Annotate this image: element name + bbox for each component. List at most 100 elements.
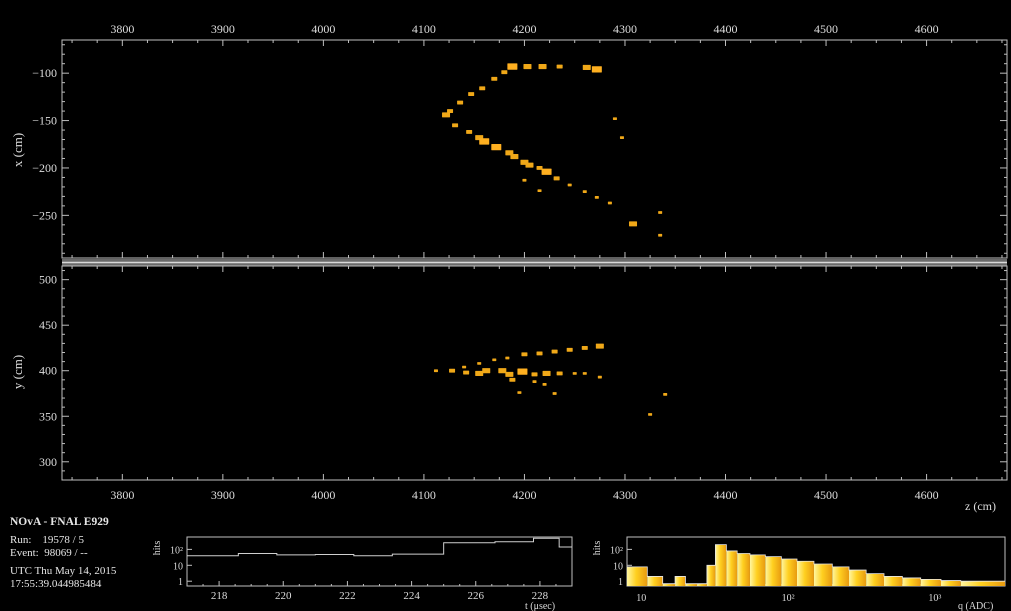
xz-hit — [594, 195, 599, 199]
yz-hit — [648, 413, 653, 416]
xz-hit — [491, 143, 502, 151]
xz-y-tick-label: −100 — [32, 66, 57, 80]
top-z-axis: 3800 3900 4000 4100 4200 4300 4400 4500 4600 — [110, 22, 938, 36]
time-x-tick-label: 218 — [211, 590, 228, 602]
charge-x-tick-label: 10 — [636, 593, 646, 604]
charge-histogram-bar — [941, 580, 961, 586]
xz-hit — [442, 112, 451, 118]
xz-z-tick-label: 4400 — [714, 22, 738, 36]
yz-z-tick-label: 3800 — [110, 488, 134, 502]
xz-hit — [479, 138, 490, 145]
time-y-tick-label: 10² — [170, 545, 183, 556]
time-x-tick-label: 222 — [339, 590, 356, 602]
yz-view-frame — [61, 265, 1008, 481]
yz-hit — [482, 368, 491, 374]
yz-hit — [463, 370, 470, 375]
yz-hit — [505, 356, 510, 360]
yz-hit — [517, 391, 522, 394]
xz-hit — [537, 189, 542, 193]
xz-view-axes: −100 −150 −200 −250 — [32, 40, 1007, 258]
yz-z-tick-label: 4100 — [412, 488, 436, 502]
xz-hit — [612, 117, 617, 121]
yz-hit — [536, 351, 543, 356]
time-histogram-x-label: t (μsec) — [525, 601, 555, 611]
xz-y-tick-label: −250 — [32, 208, 57, 222]
xz-hit — [567, 183, 572, 187]
xz-view-panel: x (cm) −100 −150 −200 −250 — [10, 39, 1008, 259]
xz-y-tick-label: −150 — [32, 114, 57, 128]
time-x-tick-label: 224 — [403, 590, 420, 602]
charge-histogram-bar — [813, 564, 833, 586]
xz-hit — [468, 92, 475, 96]
xz-z-tick-label: 4200 — [512, 22, 536, 36]
xz-hit — [619, 136, 624, 139]
charge-histogram-bar — [749, 554, 766, 586]
xz-z-tick-label: 4100 — [412, 22, 436, 36]
event-info-panel: NOvA - FNAL E929 Run: 19578 / 5 Event: 9… — [10, 516, 160, 591]
charge-histogram-bar — [902, 577, 921, 586]
time-x-tick-label: 220 — [275, 590, 292, 602]
xz-y-tick-label: −200 — [32, 161, 57, 175]
charge-histogram-bar — [737, 553, 750, 586]
xz-hit — [607, 201, 612, 205]
charge-histogram-bar — [697, 583, 707, 586]
xz-hit — [466, 129, 473, 134]
yz-z-tick-label: 4200 — [512, 488, 536, 502]
yz-view-y-label: y (cm) — [10, 355, 25, 389]
charge-histogram-bar — [832, 566, 850, 586]
xz-z-tick-label: 3900 — [211, 22, 235, 36]
time-histogram-axes: 218 220 222 224 226 228 1 10 10² — [170, 545, 573, 602]
xz-hit — [523, 63, 532, 70]
charge-histogram-bar — [685, 583, 698, 586]
yz-view-x-label: z (cm) — [965, 499, 996, 513]
run-label: Run: — [10, 534, 32, 546]
yz-z-tick-label: 4000 — [311, 488, 335, 502]
xz-view-frame — [61, 39, 1008, 259]
charge-histogram-bars — [627, 544, 1005, 586]
xz-hit — [501, 70, 508, 75]
time-histogram-y-label: hits — [152, 541, 163, 556]
yz-hit — [556, 371, 563, 376]
bottom-z-axis: 3800 3900 4000 4100 4200 4300 4400 4500 4600 — [110, 488, 938, 502]
yz-z-tick-label: 4600 — [915, 488, 939, 502]
xz-z-tick-label: 4300 — [613, 22, 637, 36]
event-label: Event: — [10, 547, 39, 559]
time-histogram-frame — [186, 536, 573, 587]
yz-hit — [542, 370, 551, 377]
yz-hit — [551, 349, 558, 354]
charge-histogram-bar — [647, 576, 663, 586]
xz-z-tick-label: 4600 — [915, 22, 939, 36]
yz-hit — [509, 377, 516, 382]
charge-y-tick-label: 10² — [610, 545, 623, 556]
charge-histogram-bar — [796, 561, 814, 586]
xz-hit — [629, 221, 638, 227]
yz-hit — [477, 362, 482, 365]
xz-hit — [491, 76, 498, 81]
event-row: Event: 98069 / -- — [10, 547, 160, 560]
xz-hit — [553, 176, 560, 181]
yz-hit — [531, 372, 538, 377]
xz-hit — [582, 64, 591, 71]
time-histogram-bars — [187, 537, 572, 557]
yz-hit — [498, 368, 507, 374]
xz-hit — [522, 178, 527, 182]
charge-y-tick-label: 10 — [613, 561, 623, 572]
charge-histogram-bar — [781, 558, 797, 586]
yz-hit — [552, 392, 557, 395]
xz-hit — [507, 63, 518, 70]
yz-hit — [542, 383, 547, 386]
xz-hit — [447, 109, 454, 114]
time-histogram-line — [187, 537, 572, 557]
charge-histogram-bar — [675, 576, 686, 586]
xz-hit — [591, 66, 602, 73]
charge-histogram-bar — [960, 581, 1005, 586]
yz-hit — [475, 370, 484, 377]
yz-hit — [566, 347, 573, 352]
yz-y-tick-label: 400 — [39, 364, 57, 378]
run-row: Run: 19578 / 5 — [10, 534, 160, 547]
xz-hit — [541, 168, 552, 175]
charge-x-tick-label: 10³ — [928, 593, 941, 604]
yz-z-tick-label: 4400 — [714, 488, 738, 502]
yz-z-tick-label: 3900 — [211, 488, 235, 502]
xz-z-tick-label: 4000 — [311, 22, 335, 36]
